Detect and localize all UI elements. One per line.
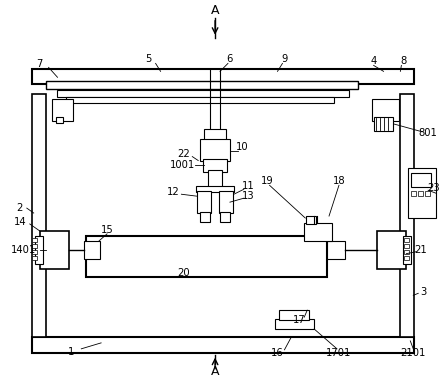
Bar xyxy=(45,81,358,89)
Bar xyxy=(208,171,222,188)
Text: 2101: 2101 xyxy=(401,348,426,358)
Text: 15: 15 xyxy=(101,225,113,235)
Text: 12: 12 xyxy=(167,187,180,197)
Bar xyxy=(32,256,37,260)
Bar xyxy=(411,191,416,196)
Bar xyxy=(306,216,316,224)
Text: 14: 14 xyxy=(13,217,26,227)
Bar xyxy=(425,191,430,196)
Bar xyxy=(219,191,233,213)
Text: 16: 16 xyxy=(271,348,284,358)
Text: A: A xyxy=(211,365,219,378)
Bar xyxy=(280,310,309,320)
Text: 6: 6 xyxy=(227,55,233,64)
Bar xyxy=(32,244,37,248)
Bar xyxy=(401,94,414,337)
Text: 19: 19 xyxy=(261,176,274,186)
Text: 17: 17 xyxy=(293,315,306,325)
Bar xyxy=(32,337,414,353)
Bar xyxy=(196,186,234,192)
Bar xyxy=(304,223,332,241)
Text: A: A xyxy=(211,5,219,17)
Bar xyxy=(408,169,436,218)
Text: 1001: 1001 xyxy=(170,160,195,171)
Text: 18: 18 xyxy=(333,176,345,186)
Text: 10: 10 xyxy=(235,142,248,152)
Bar xyxy=(55,117,63,123)
Text: 23: 23 xyxy=(427,183,439,193)
Bar xyxy=(374,117,393,131)
Bar xyxy=(327,241,345,258)
Text: 21: 21 xyxy=(414,245,426,255)
Bar xyxy=(32,238,37,242)
Text: 13: 13 xyxy=(241,191,254,201)
Bar xyxy=(405,250,409,254)
Bar xyxy=(32,69,414,84)
Bar xyxy=(403,236,411,264)
Bar xyxy=(32,250,37,254)
Bar xyxy=(405,238,409,242)
Text: 9: 9 xyxy=(281,55,288,64)
Bar xyxy=(405,244,409,248)
Bar xyxy=(405,256,409,260)
Text: 20: 20 xyxy=(177,268,190,277)
Bar xyxy=(411,174,431,187)
Text: 3: 3 xyxy=(420,287,426,298)
Bar xyxy=(197,191,211,213)
Text: 1: 1 xyxy=(68,347,74,357)
Text: 4: 4 xyxy=(371,56,377,66)
Bar xyxy=(200,139,230,161)
Bar xyxy=(418,191,423,196)
Bar xyxy=(32,94,45,337)
Text: 5: 5 xyxy=(145,55,152,64)
Bar xyxy=(66,97,334,103)
Text: 7: 7 xyxy=(37,60,43,69)
Bar xyxy=(372,99,400,121)
Text: 1701: 1701 xyxy=(326,348,351,358)
Text: 2: 2 xyxy=(17,203,23,213)
Bar xyxy=(203,158,227,172)
Bar xyxy=(200,212,210,222)
Text: 1401: 1401 xyxy=(11,245,37,255)
Bar xyxy=(220,212,230,222)
Text: 11: 11 xyxy=(241,181,254,191)
Bar xyxy=(86,236,327,277)
Text: 801: 801 xyxy=(419,128,438,138)
Text: 22: 22 xyxy=(177,149,190,158)
Bar xyxy=(35,236,43,264)
Bar xyxy=(275,319,314,329)
Bar xyxy=(40,231,70,269)
Bar xyxy=(204,129,226,158)
Bar xyxy=(52,99,73,121)
Bar xyxy=(376,231,406,269)
Bar xyxy=(57,90,349,97)
Text: 8: 8 xyxy=(400,56,406,66)
Bar xyxy=(84,241,100,258)
